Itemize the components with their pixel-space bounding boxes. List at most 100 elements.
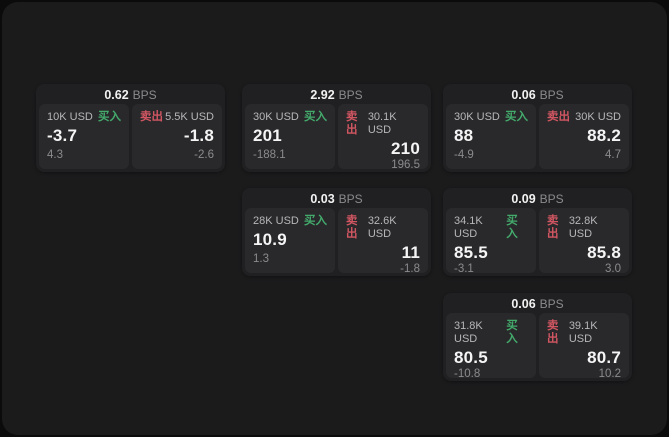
- sell-label-row: 卖出 5.5K USD: [140, 111, 214, 124]
- buy-label-row: 30K USD 买入: [253, 111, 327, 124]
- quote-card: 0.62 BPS 10K USD 买入 -3.7 4.3 卖出 5.5K USD…: [36, 84, 225, 172]
- sell-quote-tile[interactable]: 卖出 30.1K USD 210 196.5: [338, 104, 428, 171]
- buy-label-row: 34.1K USD 买入: [454, 215, 528, 241]
- buy-label-row: 31.8K USD 买入: [454, 320, 528, 346]
- buy-label-row: 30K USD 买入: [454, 111, 528, 124]
- card-header: 0.62 BPS: [36, 84, 225, 104]
- buy-badge: 买入: [506, 215, 518, 240]
- sell-price: 80.7: [587, 348, 621, 367]
- sell-price: 11: [401, 243, 420, 262]
- sell-size-label: 30K USD: [575, 111, 621, 123]
- quote-card: 0.03 BPS 28K USD 买入 10.9 1.3 卖出 32.6K US…: [242, 188, 431, 276]
- buy-quote-tile[interactable]: 30K USD 买入 201 -188.1: [245, 104, 335, 169]
- bps-suffix-label: BPS: [338, 88, 363, 102]
- buy-delta: -3.1: [454, 263, 474, 275]
- sell-price: -1.8: [183, 126, 214, 145]
- sell-price: 85.8: [587, 243, 621, 262]
- sell-delta: 4.7: [605, 149, 621, 161]
- buy-delta: -10.8: [454, 368, 481, 380]
- sell-label-row: 卖出 32.8K USD: [547, 215, 621, 241]
- bps-suffix-label: BPS: [132, 88, 157, 102]
- bps-suffix-label: BPS: [338, 192, 363, 206]
- buy-size-label: 34.1K USD: [454, 215, 483, 240]
- buy-label-row: 10K USD 买入: [47, 111, 121, 124]
- sell-size-label: 39.1K USD: [568, 320, 598, 345]
- buy-quote-tile[interactable]: 28K USD 买入 10.9 1.3: [245, 208, 335, 273]
- bps-value: 0.09: [511, 192, 536, 206]
- sell-size-label: 32.6K USD: [367, 215, 397, 240]
- sell-badge: 卖出: [547, 320, 559, 345]
- sell-label-row: 卖出 30K USD: [547, 111, 621, 124]
- bps-suffix-label: BPS: [539, 297, 564, 311]
- sell-delta: 10.2: [598, 368, 621, 380]
- quote-card: 0.09 BPS 34.1K USD 买入 85.5 -3.1 卖出 32.8K…: [443, 188, 632, 276]
- buy-price: 10.9: [253, 230, 287, 249]
- bps-value: 0.06: [511, 297, 536, 311]
- buy-delta: 4.3: [47, 149, 63, 161]
- buy-price: 88: [454, 126, 474, 145]
- sell-badge: 卖出: [346, 215, 358, 240]
- card-body: 30K USD 买入 201 -188.1 卖出 30.1K USD 210 1…: [242, 104, 431, 171]
- sell-quote-tile[interactable]: 卖出 39.1K USD 80.7 10.2: [539, 313, 629, 380]
- buy-badge: 买入: [304, 111, 327, 123]
- card-body: 30K USD 买入 88 -4.9 卖出 30K USD 88.2 4.7: [443, 104, 632, 169]
- sell-quote-tile[interactable]: 卖出 5.5K USD -1.8 -2.6: [132, 104, 222, 169]
- card-header: 0.03 BPS: [242, 188, 431, 208]
- buy-delta: -188.1: [253, 149, 286, 161]
- buy-label-row: 28K USD 买入: [253, 215, 327, 228]
- buy-price: -3.7: [47, 126, 78, 145]
- sell-quote-tile[interactable]: 卖出 32.8K USD 85.8 3.0: [539, 208, 629, 275]
- sell-delta: -2.6: [194, 149, 214, 161]
- sell-size-label: 30.1K USD: [367, 111, 397, 136]
- bps-suffix-label: BPS: [539, 192, 564, 206]
- bps-value: 0.03: [310, 192, 335, 206]
- card-header: 0.06 BPS: [443, 293, 632, 313]
- buy-size-label: 31.8K USD: [454, 320, 483, 345]
- sell-price: 88.2: [587, 126, 621, 145]
- buy-delta: 1.3: [253, 253, 269, 265]
- bps-value: 0.06: [511, 88, 536, 102]
- card-body: 34.1K USD 买入 85.5 -3.1 卖出 32.8K USD 85.8…: [443, 208, 632, 275]
- buy-badge: 买入: [505, 111, 528, 123]
- sell-delta: 3.0: [605, 263, 621, 275]
- buy-quote-tile[interactable]: 31.8K USD 买入 80.5 -10.8: [446, 313, 536, 380]
- sell-size-label: 32.8K USD: [568, 215, 598, 240]
- card-body: 10K USD 买入 -3.7 4.3 卖出 5.5K USD -1.8 -2.…: [36, 104, 225, 169]
- quote-card: 2.92 BPS 30K USD 买入 201 -188.1 卖出 30.1K …: [242, 84, 431, 172]
- sell-label-row: 卖出 32.6K USD: [346, 215, 420, 241]
- buy-price: 201: [253, 126, 282, 145]
- quote-card: 0.06 BPS 30K USD 买入 88 -4.9 卖出 30K USD 8…: [443, 84, 632, 172]
- sell-delta: 196.5: [391, 159, 420, 171]
- sell-badge: 卖出: [140, 111, 163, 123]
- sell-price: 210: [391, 139, 420, 158]
- card-header: 0.09 BPS: [443, 188, 632, 208]
- bps-value: 2.92: [310, 88, 335, 102]
- sell-size-label: 5.5K USD: [165, 111, 214, 123]
- buy-delta: -4.9: [454, 149, 474, 161]
- sell-badge: 卖出: [346, 111, 358, 136]
- bps-value: 0.62: [104, 88, 129, 102]
- card-header: 2.92 BPS: [242, 84, 431, 104]
- buy-quote-tile[interactable]: 10K USD 买入 -3.7 4.3: [39, 104, 129, 169]
- sell-label-row: 卖出 30.1K USD: [346, 111, 420, 137]
- sell-quote-tile[interactable]: 卖出 32.6K USD 11 -1.8: [338, 208, 428, 275]
- buy-size-label: 30K USD: [454, 111, 500, 123]
- buy-badge: 买入: [98, 111, 121, 123]
- buy-size-label: 28K USD: [253, 215, 299, 227]
- card-header: 0.06 BPS: [443, 84, 632, 104]
- quote-card: 0.06 BPS 31.8K USD 买入 80.5 -10.8 卖出 39.1…: [443, 293, 632, 381]
- card-body: 28K USD 买入 10.9 1.3 卖出 32.6K USD 11 -1.8: [242, 208, 431, 275]
- sell-badge: 卖出: [547, 215, 559, 240]
- buy-quote-tile[interactable]: 30K USD 买入 88 -4.9: [446, 104, 536, 169]
- buy-badge: 买入: [506, 320, 518, 345]
- card-body: 31.8K USD 买入 80.5 -10.8 卖出 39.1K USD 80.…: [443, 313, 632, 380]
- bps-suffix-label: BPS: [539, 88, 564, 102]
- sell-delta: -1.8: [400, 263, 420, 275]
- sell-badge: 卖出: [547, 111, 570, 123]
- sell-quote-tile[interactable]: 卖出 30K USD 88.2 4.7: [539, 104, 629, 169]
- buy-quote-tile[interactable]: 34.1K USD 买入 85.5 -3.1: [446, 208, 536, 275]
- sell-label-row: 卖出 39.1K USD: [547, 320, 621, 346]
- buy-size-label: 10K USD: [47, 111, 93, 123]
- buy-price: 80.5: [454, 348, 488, 367]
